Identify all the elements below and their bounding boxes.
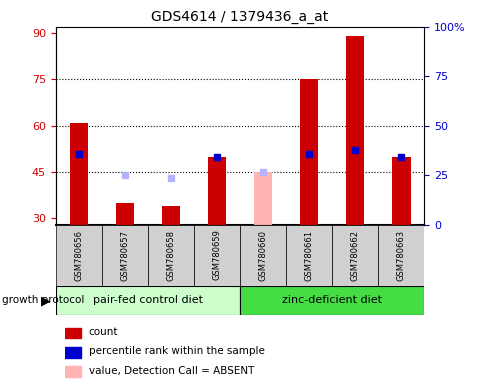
Bar	[240, 286, 424, 315]
Bar	[332, 225, 378, 286]
Bar	[207, 157, 226, 225]
Text: GSM780658: GSM780658	[166, 230, 175, 281]
Text: GSM780656: GSM780656	[74, 230, 83, 281]
Text: GSM780663: GSM780663	[396, 230, 405, 281]
Text: GSM780659: GSM780659	[212, 230, 221, 280]
Bar	[65, 366, 81, 377]
Text: value, Detection Call = ABSENT: value, Detection Call = ABSENT	[89, 366, 254, 376]
Bar	[65, 347, 81, 358]
Text: pair-fed control diet: pair-fed control diet	[93, 295, 202, 306]
Bar	[70, 122, 88, 225]
Bar	[148, 225, 194, 286]
Bar	[56, 225, 102, 286]
Text: GSM780657: GSM780657	[120, 230, 129, 281]
Title: GDS4614 / 1379436_a_at: GDS4614 / 1379436_a_at	[151, 10, 328, 25]
Text: GSM780662: GSM780662	[350, 230, 359, 281]
Bar	[286, 225, 332, 286]
Bar	[115, 203, 134, 225]
Text: ▶: ▶	[41, 294, 51, 307]
Bar	[378, 225, 424, 286]
Bar	[391, 157, 409, 225]
Text: percentile rank within the sample: percentile rank within the sample	[89, 346, 264, 356]
Text: count: count	[89, 327, 118, 337]
Bar	[162, 206, 180, 225]
Bar	[102, 225, 148, 286]
Bar	[254, 172, 272, 225]
Bar	[299, 79, 318, 225]
Bar	[65, 328, 81, 338]
Bar	[345, 36, 363, 225]
Bar	[240, 225, 286, 286]
Bar	[194, 225, 240, 286]
Text: GSM780661: GSM780661	[304, 230, 313, 281]
Text: GSM780660: GSM780660	[258, 230, 267, 281]
Text: zinc-deficient diet: zinc-deficient diet	[282, 295, 381, 306]
Text: growth protocol: growth protocol	[2, 295, 85, 306]
Bar	[56, 286, 240, 315]
